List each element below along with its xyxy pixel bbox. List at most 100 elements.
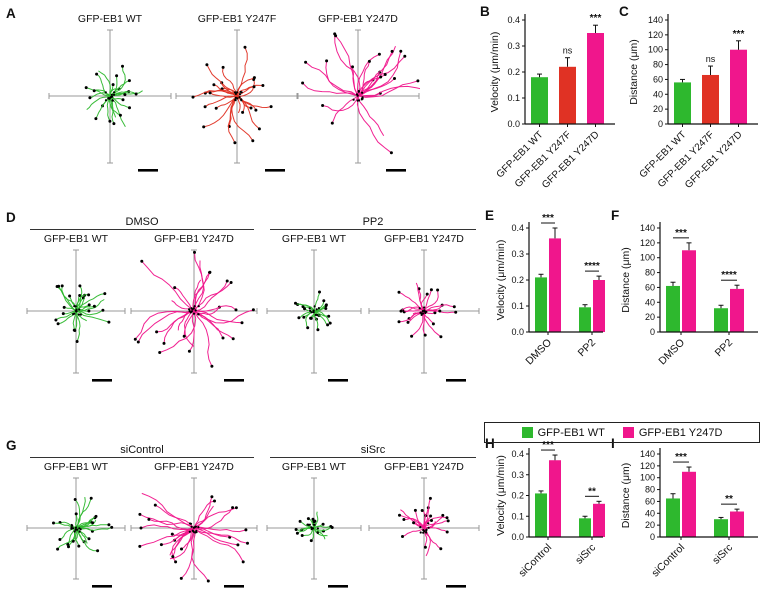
svg-text:60: 60 [653,74,663,84]
svg-text:0.1: 0.1 [507,93,520,103]
svg-text:0: 0 [650,327,655,337]
group-sicontrol: siControl GFP-EB1 WT GFP-EB1 Y247D [26,444,258,593]
panel-label-c: C [619,4,629,19]
trackplot-sicontrol-wt: GFP-EB1 WT [26,460,126,593]
migration-tracks-plot [368,477,480,588]
trackplot-pp2-y247d: GFP-EB1 Y247D [368,232,480,387]
trackplot-title: GFP-EB1 WT [77,13,143,25]
svg-text:***: *** [675,228,687,239]
svg-text:100: 100 [640,473,655,483]
svg-text:PP2: PP2 [576,337,599,360]
svg-text:***: *** [542,213,554,224]
svg-text:40: 40 [653,89,663,99]
svg-text:80: 80 [653,60,663,70]
svg-text:20: 20 [653,104,663,114]
trackplot-title: GFP-EB1 Y247D [154,233,234,245]
trackplot-sicontrol-y247d: GFP-EB1 Y247D [130,460,258,593]
trackplot-title: GFP-EB1 WT [281,461,347,473]
svg-text:**: ** [588,486,596,497]
legend-swatch-magenta [622,427,634,438]
svg-text:100: 100 [640,253,655,263]
svg-text:0.1: 0.1 [511,301,524,311]
legend-swatch-green [521,427,533,438]
svg-text:0: 0 [658,119,663,129]
svg-text:0.2: 0.2 [507,67,520,77]
legend-item-y247d: GFP-EB1 Y247D [622,427,722,439]
svg-text:80: 80 [645,268,655,278]
svg-text:40: 40 [645,297,655,307]
svg-text:Distance (μm): Distance (μm) [628,39,640,105]
migration-tracks-plot [368,249,480,382]
svg-text:Velocity (μm/min): Velocity (μm/min) [495,455,507,536]
svg-text:Velocity (μm/min): Velocity (μm/min) [489,32,501,113]
svg-text:120: 120 [648,30,663,40]
svg-text:siControl: siControl [649,542,687,580]
trackplot-title: GFP-EB1 Y247F [197,13,277,25]
chart-distance-f: 0 20 40 60 80 100 120 140 Distance (μm) *** DMSO **… [620,212,764,396]
panel-label-g: G [6,438,17,453]
svg-text:***: *** [675,452,687,463]
svg-text:DMSO: DMSO [523,337,554,368]
svg-text:***: *** [733,29,745,40]
svg-text:siSrc: siSrc [573,542,598,567]
svg-text:***: *** [590,13,602,24]
group-header-rule [30,229,254,231]
svg-text:0.3: 0.3 [507,41,520,51]
svg-text:0.0: 0.0 [511,327,524,337]
chart-velocity-e: 0.0 0.1 0.2 0.3 0.4 Velocity (μm/min) *** DMSO *… [495,212,609,396]
svg-text:140: 140 [648,15,663,25]
svg-text:100: 100 [648,45,663,55]
group-header: siSrc [360,444,386,456]
svg-text:60: 60 [645,496,655,506]
trackplot-title: GFP-EB1 WT [43,233,109,245]
svg-text:140: 140 [640,449,655,459]
svg-text:0.4: 0.4 [507,15,520,25]
trackplot-title: GFP-EB1 Y247D [154,461,234,473]
panel-label-d: D [6,210,16,225]
chart-distance-c: 0 20 40 60 80 100 120 140 Distance (μm) GFP-EB1 W… [628,6,764,204]
migration-tracks-plot [48,29,172,172]
trackplot-title: GFP-EB1 WT [43,461,109,473]
trackplot-a-y247f: GFP-EB1 Y247F [175,12,299,177]
svg-text:ns: ns [706,54,716,64]
svg-text:0.4: 0.4 [511,449,524,459]
svg-text:0.3: 0.3 [511,249,524,259]
svg-text:0: 0 [650,532,655,542]
legend-item-wt: GFP-EB1 WT [521,426,605,439]
trackplot-dmso-wt: GFP-EB1 WT [26,232,126,387]
panel-label-h: H [485,436,495,451]
svg-text:***: *** [542,440,554,451]
svg-text:PP2: PP2 [713,337,736,360]
group-pp2: PP2 GFP-EB1 WT GFP-EB1 Y247D [266,216,480,387]
group-dmso: DMSO GFP-EB1 WT GFP-EB1 Y247D [26,216,258,387]
svg-text:**: ** [725,494,733,505]
trackplot-pp2-wt: GFP-EB1 WT [266,232,362,387]
chart-distance-i: 0 20 40 60 80 100 120 140 Distance (μm) *** siCont… [620,440,764,592]
group-header-rule [270,229,476,231]
svg-text:Velocity (μm/min): Velocity (μm/min) [495,240,507,321]
trackplot-title: GFP-EB1 WT [281,233,347,245]
svg-text:0.4: 0.4 [511,223,524,233]
svg-text:****: **** [584,261,600,272]
panel-label-f: F [611,208,620,223]
migration-tracks-plot [26,249,126,382]
legend: GFP-EB1 WT GFP-EB1 Y247D [484,422,760,443]
svg-text:20: 20 [645,312,655,322]
chart-velocity-b: 0.0 0.1 0.2 0.3 0.4 Velocity (μm/min) GFP-EB1 … [489,6,621,204]
trackplot-title: GFP-EB1 Y247D [384,461,464,473]
migration-tracks-plot [26,477,126,588]
migration-tracks-plot [266,477,362,588]
svg-text:0.2: 0.2 [511,275,524,285]
panel-label-b: B [480,4,490,19]
svg-text:siControl: siControl [516,542,554,580]
legend-label: GFP-EB1 WT [537,426,605,439]
migration-tracks-plot [175,29,299,172]
migration-tracks-plot [130,249,258,382]
migration-tracks-plot [296,29,420,172]
svg-text:40: 40 [645,508,655,518]
trackplot-a-wt: GFP-EB1 WT [48,12,172,177]
trackplot-title: GFP-EB1 Y247D [384,233,464,245]
svg-text:0.2: 0.2 [511,491,524,501]
chart-velocity-h: 0.0 0.1 0.2 0.3 0.4 Velocity (μm/min) *** siCon… [495,440,609,592]
